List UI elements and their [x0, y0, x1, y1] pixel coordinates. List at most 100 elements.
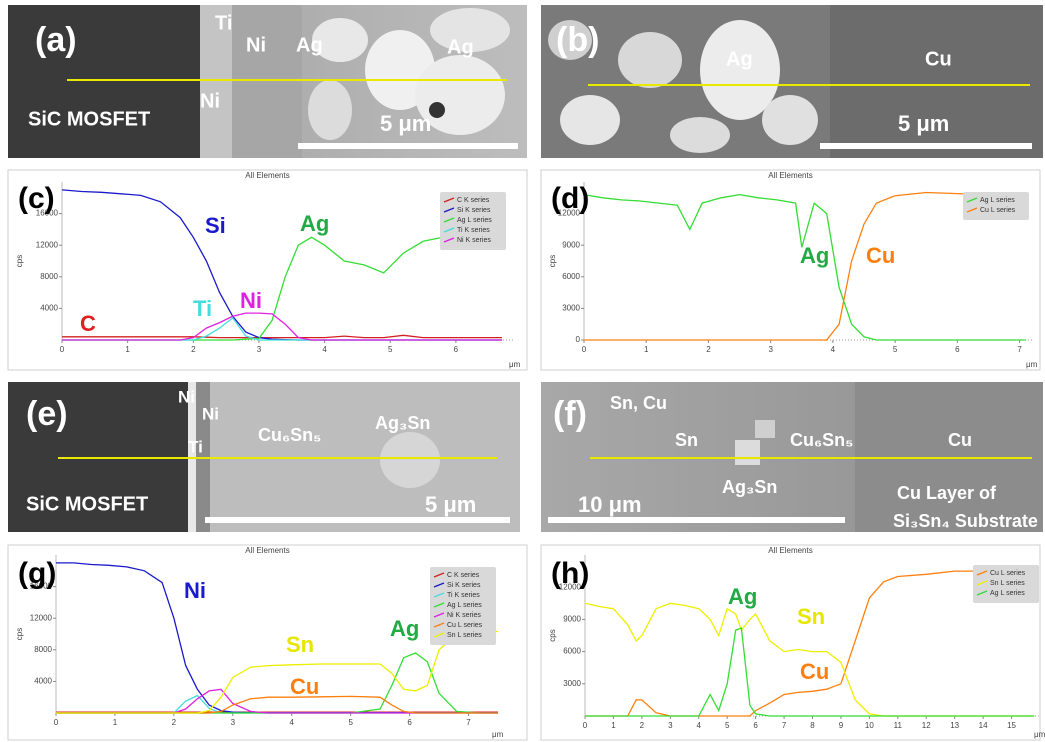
- x-tick-label: 6: [407, 718, 412, 727]
- image-label: Cu: [925, 48, 952, 70]
- annotation: Ti: [193, 296, 212, 321]
- page: { "images": [ {"texts": ["(a)", "Ti", "N…: [0, 0, 1045, 742]
- image-label: Ag: [296, 34, 323, 56]
- image-label: Cu Layer of: [897, 483, 997, 503]
- line-chart: 01234567400080001200016000All Elementsμm…: [8, 545, 527, 740]
- x-tick-label: 1: [113, 718, 118, 727]
- x-tick-label: 7: [782, 721, 787, 730]
- image-label: Si₃Sn₄ Substrate: [893, 511, 1038, 531]
- x-tick-label: 3: [257, 345, 262, 354]
- image-label: Ag₃Sn: [375, 413, 430, 433]
- x-tick-label: 11: [894, 721, 903, 730]
- image-label: Cu₆Sn₅: [790, 430, 853, 450]
- x-tick-label: 4: [290, 718, 295, 727]
- y-tick-label: 3000: [562, 304, 580, 313]
- y-tick-label: 8000: [34, 645, 52, 654]
- image-label: (b): [556, 21, 599, 59]
- legend-label: Ni K series: [447, 612, 481, 619]
- legend-label: Si K series: [447, 582, 481, 589]
- annotation: Cu: [800, 659, 829, 684]
- y-axis-label: cps: [548, 255, 557, 267]
- x-tick-label: 14: [979, 721, 988, 730]
- y-axis-label: cps: [15, 628, 24, 640]
- x-tick-label: 0: [60, 345, 65, 354]
- annotation: Ni: [240, 288, 262, 313]
- chart-title: All Elements: [768, 171, 812, 180]
- x-tick-label: 5: [893, 345, 898, 354]
- x-tick-label: 15: [1007, 721, 1016, 730]
- annotation: Si: [205, 213, 226, 238]
- x-axis-label: μm: [509, 360, 521, 369]
- image-label: 10 μm: [578, 492, 642, 517]
- x-tick-label: 9: [839, 721, 844, 730]
- legend-label: C K series: [457, 197, 490, 204]
- y-tick-label: 4000: [40, 304, 58, 313]
- y-tick-label: 0: [576, 335, 581, 344]
- image-label: Ti: [188, 437, 203, 456]
- image-label: Ni: [178, 387, 195, 406]
- x-tick-label: 3: [231, 718, 236, 727]
- image-label: Ni: [246, 34, 266, 56]
- image-label: Sn: [675, 430, 698, 450]
- legend-label: Ag L series: [980, 197, 1015, 204]
- annotation: Ag: [300, 211, 329, 236]
- y-tick-label: 6000: [563, 647, 581, 656]
- x-tick-label: 8: [810, 721, 815, 730]
- legend-label: Cu L series: [980, 207, 1016, 214]
- chart-title: All Elements: [768, 546, 812, 555]
- image-label: Cu₆Sn₅: [258, 425, 321, 445]
- x-tick-label: 3: [768, 345, 773, 354]
- image-label: 5 μm: [898, 111, 949, 136]
- annotation: Ag: [390, 616, 419, 641]
- legend-label: Sn L series: [447, 632, 482, 639]
- image-label: Ti: [215, 12, 232, 34]
- chart-title: All Elements: [245, 546, 289, 555]
- y-axis-label: cps: [15, 255, 24, 267]
- x-tick-label: 6: [955, 345, 960, 354]
- image-label: SiC MOSFET: [28, 108, 150, 130]
- x-axis-label: μm: [1034, 730, 1045, 739]
- x-tick-label: 6: [753, 721, 758, 730]
- figure: (a)TiNiAgAgSiC MOSFETNi5 μm(b)AgCu5 μm(e…: [0, 0, 1045, 742]
- x-tick-label: 2: [191, 345, 196, 354]
- y-tick-label: 6000: [562, 272, 580, 281]
- legend-label: Si K series: [457, 207, 491, 214]
- x-axis-label: μm: [492, 730, 504, 739]
- x-tick-label: 5: [725, 721, 730, 730]
- annotation: Sn: [797, 604, 825, 629]
- image-label: Sn, Cu: [610, 393, 667, 413]
- y-tick-label: 9000: [562, 240, 580, 249]
- x-tick-label: 0: [582, 345, 587, 354]
- annotation: C: [80, 311, 96, 336]
- x-tick-label: 1: [125, 345, 130, 354]
- x-tick-label: 1: [611, 721, 616, 730]
- chart-title: All Elements: [245, 171, 289, 180]
- image-label: Ag: [726, 48, 753, 70]
- image-label: Ni: [200, 90, 220, 112]
- y-tick-label: 12000: [36, 240, 59, 249]
- annotation: Ni: [184, 578, 206, 603]
- legend-label: C K series: [447, 572, 480, 579]
- panel-label: (h): [551, 557, 589, 590]
- image-label: Cu: [948, 430, 972, 450]
- x-tick-label: 2: [640, 721, 645, 730]
- x-tick-label: 7: [1017, 345, 1022, 354]
- image-label: Ag: [447, 36, 474, 58]
- x-tick-label: 0: [54, 718, 59, 727]
- legend-label: Ag L series: [457, 217, 492, 224]
- x-tick-label: 4: [831, 345, 836, 354]
- image-label: Ni: [202, 404, 219, 423]
- annotation: Ag: [800, 243, 829, 268]
- panel-label: (c): [18, 182, 55, 215]
- x-axis-label: μm: [1026, 360, 1038, 369]
- annotation: Cu: [290, 674, 319, 699]
- legend-label: Ni K series: [457, 237, 491, 244]
- x-tick-label: 2: [172, 718, 177, 727]
- sem-image-b: [541, 5, 1043, 158]
- y-axis-label: cps: [548, 629, 557, 641]
- y-tick-label: 3000: [563, 679, 581, 688]
- image-label: (e): [26, 395, 68, 433]
- x-tick-label: 13: [950, 721, 959, 730]
